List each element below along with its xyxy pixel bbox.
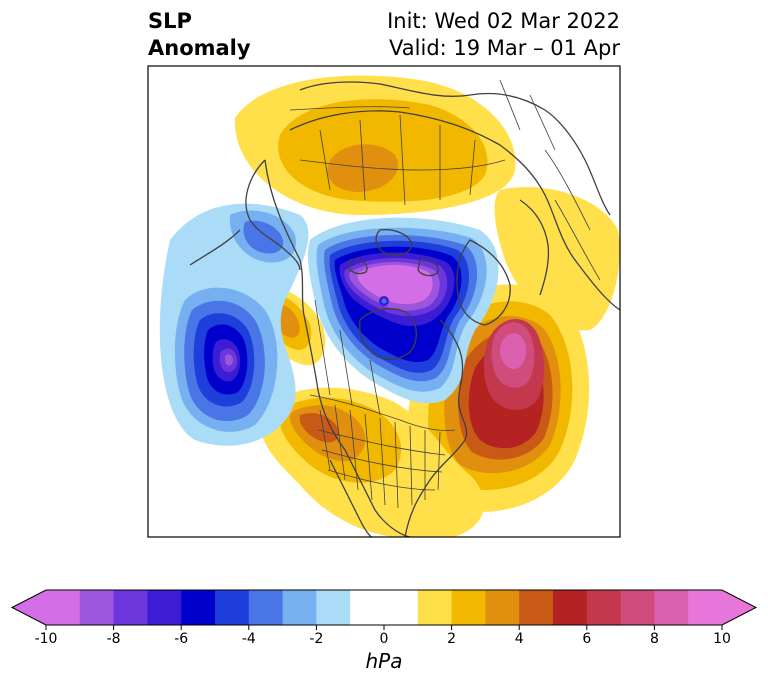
- colorbar-tick-label: 8: [650, 631, 659, 647]
- colorbar-segment: [46, 590, 81, 625]
- colorbar-extend-max: [722, 590, 756, 625]
- colorbar-tick-label: 4: [515, 631, 524, 647]
- colorbar-segment: [586, 590, 622, 625]
- colorbar-segment: [688, 590, 723, 625]
- map-title-left: SLP Anomaly: [148, 8, 251, 62]
- colorbar-tick-label: -4: [242, 631, 256, 647]
- init-date-label: Init: Wed 02 Mar 2022: [387, 9, 620, 33]
- colorbar-segment: [485, 590, 520, 625]
- valid-date-label: Valid: 19 Mar – 01 Apr: [389, 36, 620, 60]
- variable-title-line1: SLP: [148, 9, 192, 33]
- colorbar-unit-label: hPa: [366, 649, 403, 673]
- colorbar-tick-label: -6: [174, 631, 188, 647]
- colorbar-segment: [79, 590, 115, 625]
- colorbar-extend-min: [12, 590, 46, 625]
- colorbar-segments: [10, 589, 758, 626]
- negative-anomaly-pacific: [159, 203, 309, 446]
- colorbar-segment: [519, 590, 554, 625]
- map-frame: [147, 65, 621, 538]
- colorbar-segment: [451, 590, 486, 625]
- colorbar-tick-label: -2: [309, 631, 323, 647]
- colorbar-segment: [654, 590, 689, 625]
- colorbar-segment: [553, 590, 588, 625]
- coastlines: [189, 81, 620, 537]
- variable-title-line2: Anomaly: [148, 36, 251, 60]
- colorbar-tick-label: 6: [582, 631, 591, 647]
- colorbar-segment: [350, 590, 419, 625]
- colorbar-segment: [113, 590, 148, 625]
- colorbar-ticks: -10 -8 -6 -4 -2 0 2 4 6 8 10: [35, 625, 731, 647]
- map-title-right: Init: Wed 02 Mar 2022 Valid: 19 Mar – 01…: [387, 8, 620, 62]
- colorbar-tick-label: 2: [447, 631, 456, 647]
- negative-anomaly-arctic: [307, 217, 499, 404]
- colorbar-segment: [282, 590, 317, 625]
- colorbar-segment: [316, 590, 351, 625]
- colorbar-tick-label: -8: [107, 631, 121, 647]
- anomaly-field: [148, 66, 620, 537]
- colorbar-segment: [248, 590, 284, 625]
- positive-anomaly-arctic: [234, 75, 516, 216]
- colorbar-segment: [147, 590, 182, 625]
- colorbar-segment: [215, 590, 250, 625]
- colorbar-segment: [417, 590, 453, 625]
- colorbar-segment: [620, 590, 655, 625]
- colorbar-segment: [181, 590, 216, 625]
- colorbar-tick-label: 0: [380, 631, 389, 647]
- political-borders: [289, 79, 601, 509]
- colorbar-tick-label: 10: [713, 631, 731, 647]
- colorbar-tick-label: -10: [35, 631, 58, 647]
